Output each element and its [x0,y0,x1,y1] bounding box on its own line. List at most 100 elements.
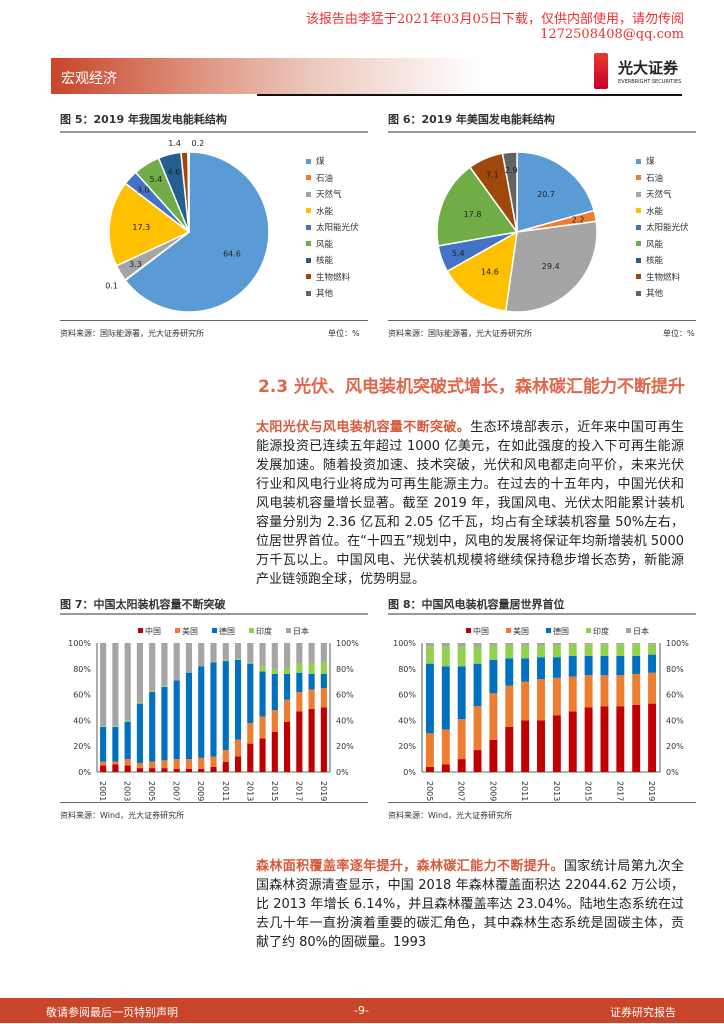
pie-label-3: 17.3 [132,223,150,232]
bar-segment-德国 [441,666,450,730]
y-tick-right: 80% [336,665,354,674]
x-tick: 2015 [584,781,593,801]
bar-segment-中国 [222,761,229,772]
fig6-bottom-rule [388,320,696,321]
bar-segment-日本 [161,643,168,687]
legend-swatch [466,628,471,633]
bar-segment-中国 [296,711,303,772]
bar-segment-德国 [124,721,131,760]
bar-segment-美国 [124,759,131,766]
fig6-legend: 煤石油 天然气 水能 太阳能光伏 风能 核能 生物燃料 其他 [636,153,689,302]
logo-mark-icon [594,53,608,89]
bar-segment-日本 [425,643,434,647]
x-tick: 2015 [270,781,279,801]
legend-item: 其他 [306,285,359,302]
paragraph-lead: 森林面积覆盖率逐年提升，森林碳汇能力不断提升。 [256,859,564,874]
legend-swatch [306,158,311,164]
y-tick-right: 20% [666,742,684,751]
legend-swatch [636,290,641,296]
pie-label-4: 3.0 [137,186,150,195]
bar-segment-中国 [425,766,434,772]
bar-segment-德国 [222,661,229,751]
bar-segment-日本 [521,643,530,646]
legend-label: 煤 [646,157,655,168]
legend-swatch [626,628,631,633]
header-divider [257,94,682,96]
bar-segment-日本 [271,643,278,669]
logo-en: EVERBRIGHT SECURITIES [618,79,682,85]
bar-segment-德国 [505,658,514,686]
bar-segment-日本 [173,643,180,681]
legend-swatch [546,628,551,633]
bar-segment-印度 [247,662,254,664]
pie-label-6: 4.6 [167,167,180,176]
pie-slice-3 [446,230,518,313]
legend-swatch [586,628,591,633]
bar-segment-美国 [600,675,609,707]
bar-segment-德国 [198,666,205,758]
bar-segment-中国 [308,708,315,772]
legend-swatch [306,241,311,247]
bar-segment-日本 [632,643,641,645]
bar-segment-日本 [457,643,466,647]
y-tick-left: 0% [78,768,91,777]
fig5-unit: 单位：% [328,329,360,338]
pie-label-5: 5.4 [149,175,162,184]
bar-segment-美国 [247,722,254,744]
bar-segment-中国 [648,703,657,772]
bar-segment-日本 [296,643,303,664]
pie-slice-2 [504,220,598,313]
legend-label: 石油 [646,173,664,184]
bar-segment-美国 [489,693,498,740]
bar-segment-德国 [136,703,143,763]
bar-segment-中国 [537,720,545,772]
bar-segment-日本 [320,643,327,663]
legend-label: 生物燃料 [316,272,351,283]
legend-item: 风能 [306,236,359,253]
bar-segment-美国 [161,760,168,769]
paragraph-body: 生态环境部表示，近年来中国可再生能源投资已连续五年超过 1000 亿美元，在如此… [256,420,684,587]
fig8-source: 资料来源：Wind，光大证券研究所 [388,811,513,820]
y-tick-right: 0% [666,768,679,777]
bar-segment-印度 [568,644,577,656]
bar-segment-德国 [271,673,278,711]
bar-segment-美国 [185,759,193,769]
legend-item: 太阳能光伏 [306,219,359,236]
x-tick: 2009 [488,781,497,801]
bar-segment-美国 [505,685,514,727]
legend-label: 美国 [182,626,198,636]
bar-segment-日本 [210,643,217,663]
bar-segment-美国 [537,679,545,721]
bar-segment-日本 [505,643,514,646]
bar-segment-印度 [552,645,561,658]
legend-swatch [636,191,641,197]
legend-label: 中国 [473,626,489,636]
x-tick: 2011 [520,781,529,801]
pie-slice-3 [108,182,191,267]
company-logo: 光大证券 EVERBRIGHT SECURITIES [594,53,689,93]
legend-label: 煤 [316,157,325,168]
legend-label: 德国 [553,626,569,636]
bar-segment-印度 [234,658,242,660]
pie-label-7: 7.1 [486,171,499,180]
bar-segment-德国 [210,662,217,757]
bar-segment-印度 [320,662,327,674]
legend-item: 天然气 [636,186,689,203]
fig5-pie: 64.6 0.1 3.3 17.3 3.0 5.4 4.6 1.4 0.2 [105,139,270,313]
bar-segment-美国 [457,719,466,760]
bar-segment-德国 [185,672,193,760]
bar-segment-德国 [284,673,291,700]
y-tick-right: 40% [666,716,684,725]
legend-swatch [636,274,641,280]
bar-segment-美国 [568,676,577,712]
bar-segment-中国 [149,768,156,772]
bar-segment-德国 [247,663,254,723]
y-tick-left: 100% [68,639,91,648]
bar-segment-德国 [296,672,303,693]
bar-segment-美国 [234,739,242,757]
legend-label: 核能 [316,256,334,267]
legend-label: 其他 [646,289,664,300]
footer-report-type: 证券研究报告 [610,1006,676,1019]
fig5-source: 资料来源：国际能源署，光大证券研究所 [60,329,204,338]
fig7-bar-chart: 中国 美国 德国 印度 日本 0% 0% 20% 20% 40% 40% 60% 60% 80% 80% 10… [68,626,359,801]
